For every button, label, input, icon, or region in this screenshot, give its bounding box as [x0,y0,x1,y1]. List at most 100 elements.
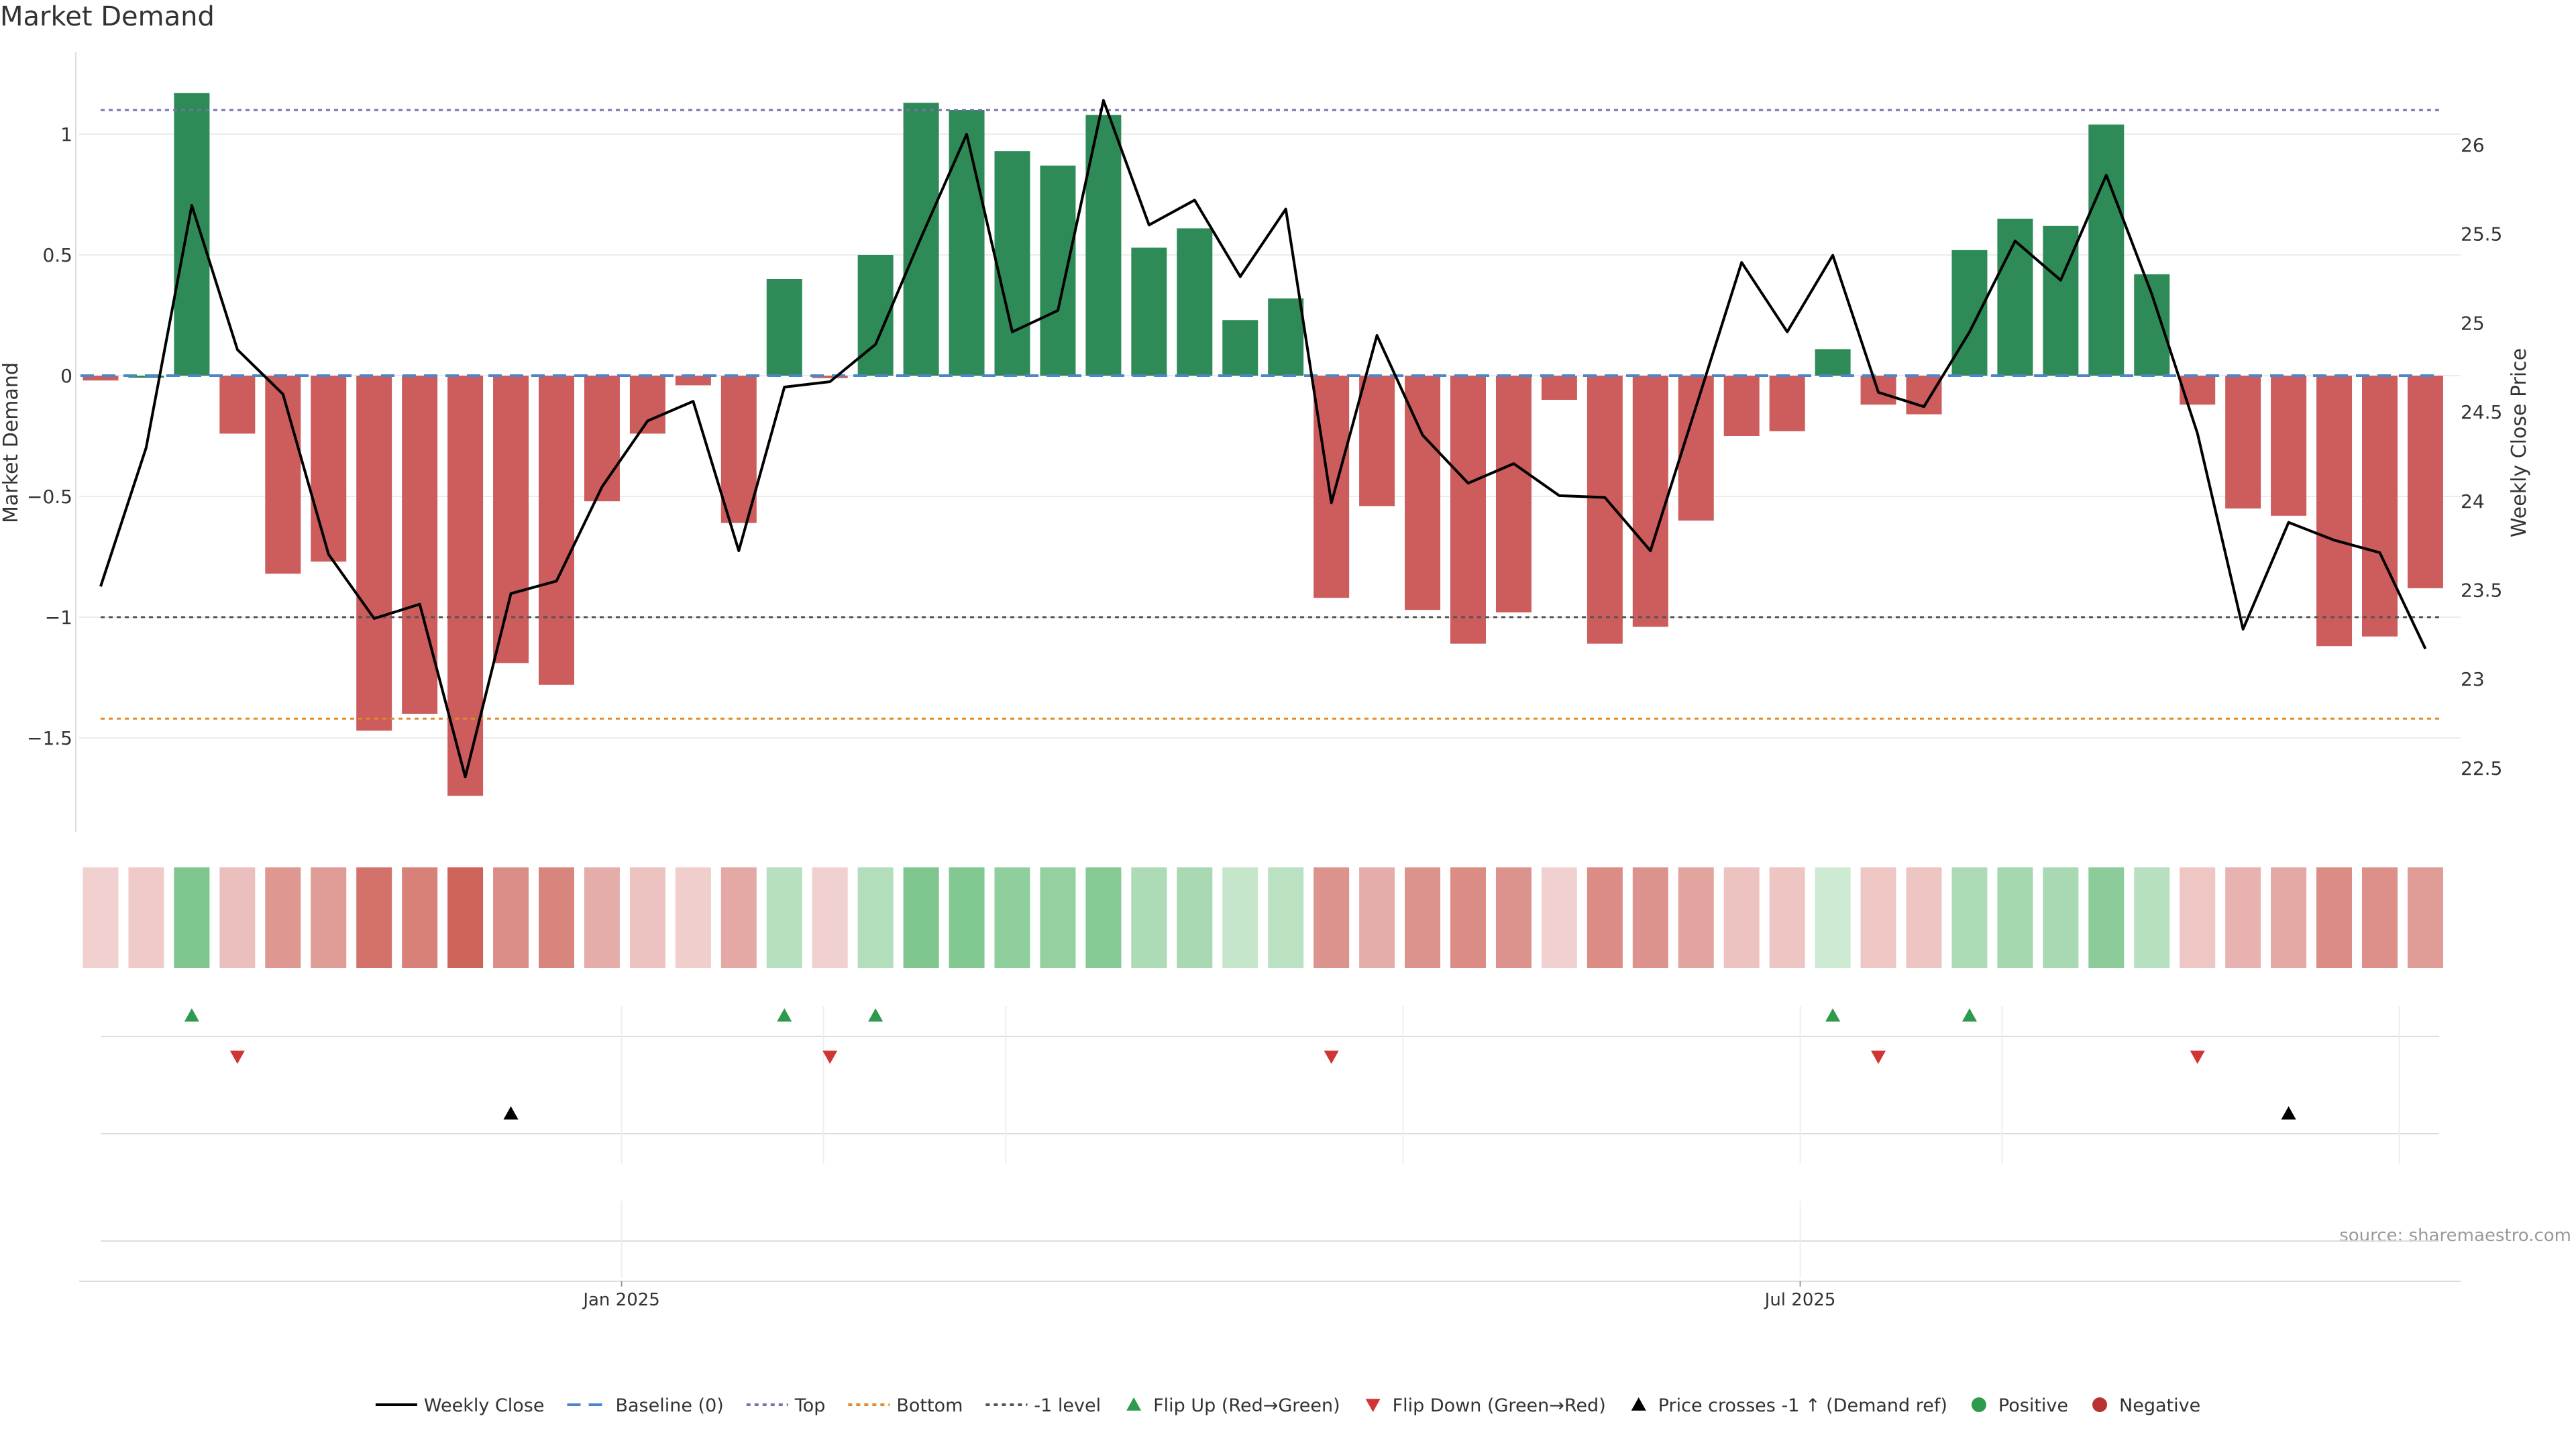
demand-heat-cell [1815,867,1851,968]
demand-bar [2407,376,2443,588]
demand-heat-cell [1541,867,1577,968]
demand-bar [2180,376,2216,405]
demand-bar [174,93,210,376]
y2-tick-label: 24 [2461,490,2485,513]
demand-heat-cell [2225,867,2261,968]
flip-up-marker [1825,1008,1841,1022]
demand-heat-cell [1405,867,1441,968]
demand-heat-cell [174,867,210,968]
demand-bar [2271,376,2307,516]
demand-bar [2134,274,2170,376]
y-axis-label: Market Demand [0,362,23,523]
demand-heat-cell [584,867,620,968]
demand-heat-cell [1450,867,1486,968]
demand-bar [1359,376,1395,506]
demand-heat-cell [2316,867,2353,968]
flip-down-marker [2190,1051,2205,1064]
demand-bar [1815,349,1851,376]
demand-heat-cell [1268,867,1304,968]
demand-bar [539,376,574,685]
demand-heat-cell [1495,867,1532,968]
demand-heat-cell [720,867,757,968]
demand-bar [1450,376,1486,644]
demand-bar [1769,376,1805,431]
demand-heat-cell [766,867,802,968]
demand-heat-cell [1678,867,1714,968]
x-tick-label: Jan 2025 [582,1290,660,1310]
chart-title: Market Demand [0,1,215,32]
y-tick-label: 0 [60,365,72,387]
demand-heat-cell [1222,867,1258,968]
demand-heat-cell [1951,867,1988,968]
demand-heat-cell [1587,867,1623,968]
legend-label: Price crosses -1 ↑ (Demand ref) [1658,1395,1947,1416]
legend-label: Top [794,1395,826,1416]
y-tick-label: 0.5 [42,244,72,266]
demand-bar [675,376,711,386]
demand-heat-cell [402,867,438,968]
demand-bar [311,376,347,562]
demand-heat-cell [219,867,256,968]
y-tick-label: −1 [45,606,72,629]
demand-bar [1541,376,1577,400]
demand-bar [766,279,802,376]
demand-bar [720,376,757,523]
demand-heat-cell [1906,867,1942,968]
demand-heat-cell [1177,867,1213,968]
flip-up-marker [184,1008,199,1022]
y-tick-label: 1 [60,123,72,146]
legend-item: Positive [1971,1395,2068,1416]
demand-bar [2316,376,2353,647]
demand-heat-cell [83,867,119,968]
y2-axis-label: Weekly Close Price [2508,348,2531,537]
legend-item: Price crosses -1 ↑ (Demand ref) [1631,1395,1947,1416]
demand-bar [1723,376,1760,436]
demand-heat-cell [1860,867,1896,968]
legend-item: Negative [2092,1395,2200,1416]
demand-bar [356,376,392,731]
demand-heat-cell [1359,867,1395,968]
demand-heat-cell [1997,867,2033,968]
flip-down-marker [229,1051,245,1064]
flip-up-marker [868,1008,883,1022]
legend-swatch [1126,1397,1142,1411]
legend-item: Weekly Close [375,1395,544,1416]
demand-bar [1587,376,1623,644]
weekly-close-line [99,99,2427,779]
demand-heat-cell [2088,867,2125,968]
demand-bar [2225,376,2261,508]
demand-heat-cell [539,867,574,968]
demand-bar [629,376,665,434]
demand-heat-cell [2407,867,2443,968]
legend-label: Flip Down (Green→Red) [1393,1395,1606,1416]
demand-heat-cell [311,867,347,968]
price-cross-marker [503,1106,519,1120]
demand-bar [265,376,301,574]
demand-bar [994,151,1030,376]
demand-bar [1495,376,1532,612]
y2-tick-label: 26 [2461,134,2485,156]
demand-heat-cell [128,867,164,968]
demand-heat-cell [857,867,894,968]
demand-heat-cell [493,867,529,968]
y2-tick-label: 23 [2461,668,2485,690]
y2-tick-label: 22.5 [2461,757,2502,780]
y2-tick-label: 25.5 [2461,223,2502,246]
y2-tick-label: 23.5 [2461,580,2502,602]
price-cross-marker [2281,1106,2296,1120]
demand-heat-cell [1632,867,1668,968]
demand-heat-cell [1131,867,1167,968]
y2-tick-label: 24.5 [2461,401,2502,423]
demand-bar [1405,376,1441,610]
flip-down-marker [822,1051,838,1064]
demand-bar [1906,376,1942,415]
demand-heat-cell [675,867,711,968]
demand-heat-cell [1723,867,1760,968]
demand-heat-cell [2362,867,2398,968]
demand-bar [83,376,119,381]
demand-heat-cell [2271,867,2307,968]
demand-heat-cell [629,867,665,968]
demand-bar [219,376,256,434]
flip-up-marker [1962,1008,1977,1022]
